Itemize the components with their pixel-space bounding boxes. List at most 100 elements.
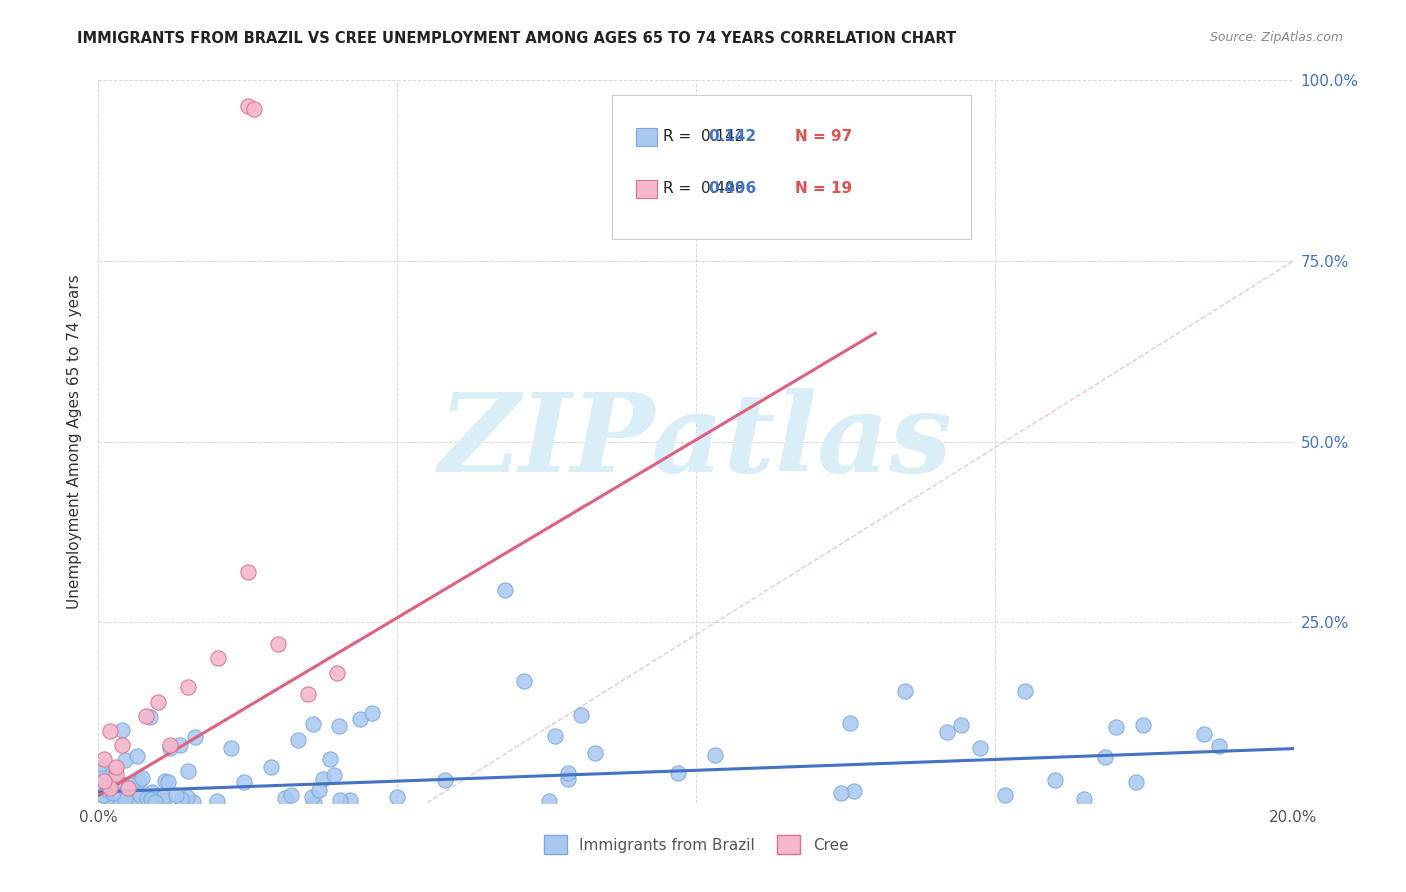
Point [105, 767, 128, 781]
Point [176, 764, 198, 778]
Point [100, 785, 122, 799]
Point [1125, 774, 1147, 789]
Point [89, 780, 111, 795]
Point [152, 789, 174, 804]
Point [90, 757, 112, 772]
Point [165, 789, 187, 803]
Point [236, 565, 259, 579]
Point [994, 788, 1017, 802]
Point [104, 792, 127, 806]
Point [349, 712, 371, 726]
Text: Source: ZipAtlas.com: Source: ZipAtlas.com [1209, 31, 1343, 45]
Text: 0.496: 0.496 [709, 181, 756, 196]
Point [159, 738, 181, 752]
Point [583, 746, 606, 760]
Text: ZIPatlas: ZIPatlas [439, 388, 953, 495]
Point [1105, 720, 1128, 734]
Point [93, 752, 115, 766]
Point [148, 695, 170, 709]
Point [128, 773, 150, 788]
Point [111, 738, 134, 752]
Point [236, 98, 259, 112]
Point [287, 732, 309, 747]
Point [100, 791, 122, 805]
Point [569, 707, 592, 722]
Point [114, 791, 136, 805]
Point [121, 789, 143, 804]
Text: R =  0.142: R = 0.142 [664, 129, 745, 145]
Point [169, 738, 191, 752]
Point [326, 665, 349, 680]
Point [935, 725, 957, 739]
Point [433, 773, 456, 788]
Point [101, 786, 124, 800]
Point [176, 790, 198, 805]
Point [159, 741, 181, 756]
Point [156, 775, 179, 789]
Point [120, 778, 142, 792]
Point [949, 717, 972, 731]
Point [101, 796, 124, 810]
Point [1073, 792, 1095, 806]
Point [131, 771, 153, 785]
Point [1045, 773, 1067, 788]
Point [323, 768, 346, 782]
Point [385, 790, 408, 805]
Point [103, 795, 125, 809]
Point [259, 760, 281, 774]
Point [544, 729, 567, 743]
Point [141, 785, 163, 799]
Point [94, 764, 117, 779]
Point [139, 710, 162, 724]
Point [1094, 750, 1116, 764]
Point [177, 680, 200, 694]
Point [830, 786, 852, 800]
Point [308, 783, 330, 797]
Point [1208, 739, 1230, 753]
Point [894, 683, 917, 698]
Point [361, 706, 384, 720]
Point [101, 794, 124, 808]
Point [108, 792, 131, 806]
Point [98, 723, 122, 738]
Point [181, 795, 204, 809]
Text: R =  0.496: R = 0.496 [664, 181, 745, 196]
Point [1132, 718, 1154, 732]
Point [207, 651, 229, 665]
Point [98, 781, 122, 796]
Point [666, 766, 689, 780]
Point [114, 778, 136, 792]
Point [267, 637, 290, 651]
Point [1192, 727, 1215, 741]
Point [494, 582, 516, 597]
Point [127, 749, 149, 764]
Point [91, 788, 114, 802]
Text: 0.142: 0.142 [709, 129, 756, 145]
Point [98, 772, 121, 786]
Point [339, 793, 361, 807]
Text: N = 97: N = 97 [794, 129, 852, 145]
Point [155, 774, 177, 789]
Point [297, 687, 319, 701]
Y-axis label: Unemployment Among Ages 65 to 74 years: Unemployment Among Ages 65 to 74 years [66, 274, 82, 609]
Point [328, 719, 350, 733]
Point [101, 767, 124, 781]
Point [112, 788, 135, 802]
Point [153, 793, 176, 807]
Point [219, 740, 242, 755]
Point [512, 673, 534, 688]
Point [557, 772, 579, 786]
Point [312, 772, 335, 786]
FancyBboxPatch shape [637, 179, 657, 198]
Point [205, 794, 228, 808]
Point [274, 791, 297, 805]
Point [111, 723, 134, 738]
Point [301, 789, 323, 804]
Point [90, 777, 112, 791]
Point [537, 794, 560, 808]
Point [842, 784, 865, 798]
Point [112, 778, 135, 792]
Point [104, 774, 127, 789]
FancyBboxPatch shape [613, 95, 972, 239]
Point [135, 709, 157, 723]
